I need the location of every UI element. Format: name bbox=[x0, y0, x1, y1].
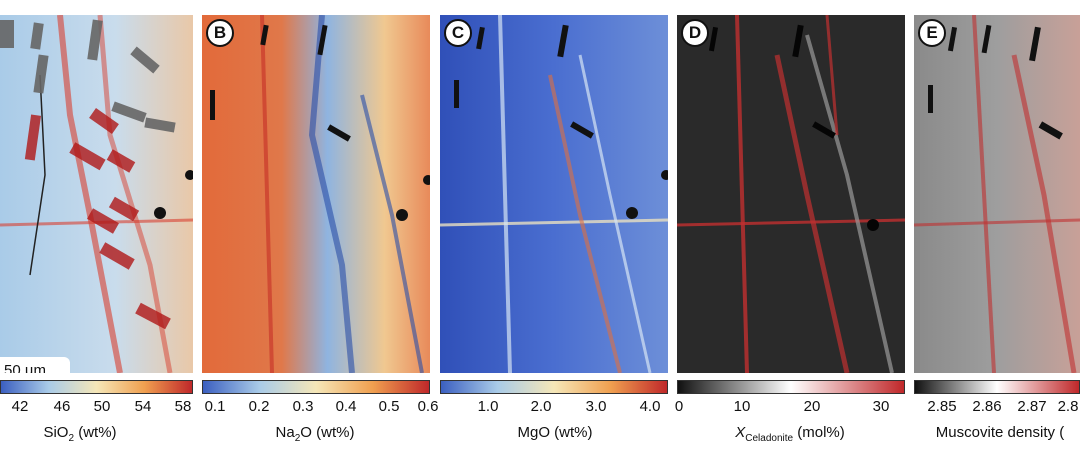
panel-b-image bbox=[202, 15, 430, 373]
tick-label: 4.0 bbox=[639, 398, 661, 415]
panel-c-map: C bbox=[440, 15, 668, 373]
tick-label: 0.2 bbox=[248, 398, 270, 415]
tick-label: 2.87 bbox=[1017, 398, 1047, 415]
panel-c-label: C bbox=[444, 19, 472, 47]
tick-label: 2.86 bbox=[972, 398, 1002, 415]
tick-label: 42 bbox=[11, 398, 29, 415]
panel-b-label: B bbox=[206, 19, 234, 47]
panel-e-label: E bbox=[918, 19, 946, 47]
tick-label: 58 bbox=[174, 398, 192, 415]
panel-a-image bbox=[0, 15, 193, 373]
panel-c-image bbox=[440, 15, 668, 373]
tick-label: 2.0 bbox=[530, 398, 552, 415]
colorbar-na2o bbox=[202, 380, 430, 394]
panel-e-map: E bbox=[914, 15, 1080, 373]
tick-label: 1.0 bbox=[477, 398, 499, 415]
tick-label: 20 bbox=[803, 398, 821, 415]
tick-label: 46 bbox=[53, 398, 71, 415]
colorbar-sio2 bbox=[0, 380, 193, 394]
tick-label: 2.85 bbox=[927, 398, 957, 415]
panel-d-map: D bbox=[677, 15, 905, 373]
panel-d-image bbox=[677, 15, 905, 373]
colorbar-title-mgo: MgO (wt%) bbox=[517, 424, 593, 441]
panel-a-map: 50 µm bbox=[0, 15, 193, 373]
panel-b-map: B bbox=[202, 15, 430, 373]
colorbar-celadonite bbox=[677, 380, 905, 394]
tick-label: 2.8 bbox=[1057, 398, 1079, 415]
tick-label: 0.6 bbox=[417, 398, 439, 415]
tick-label: 50 bbox=[93, 398, 111, 415]
panel-d-label: D bbox=[681, 19, 709, 47]
tick-label: 0.4 bbox=[335, 398, 357, 415]
colorbar-title-sio2: SiO2 (wt%) bbox=[43, 424, 117, 444]
tick-label: 10 bbox=[733, 398, 751, 415]
tick-label: 54 bbox=[134, 398, 152, 415]
tick-label: 30 bbox=[872, 398, 890, 415]
panel-e-image bbox=[914, 15, 1080, 373]
colorbar-title-na2o: Na2O (wt%) bbox=[275, 424, 355, 444]
scale-bar: 50 µm bbox=[0, 357, 70, 373]
colorbar-title-muscovite: Muscovite density ( bbox=[935, 424, 1065, 441]
colorbar-title-celadonite: XCeladonite (mol%) bbox=[735, 424, 845, 444]
tick-label: 0.1 bbox=[204, 398, 226, 415]
colorbar-mgo bbox=[440, 380, 668, 394]
tick-label: 0.3 bbox=[292, 398, 314, 415]
colorbar-muscovite bbox=[914, 380, 1080, 394]
tick-label: 0.5 bbox=[378, 398, 400, 415]
tick-label: 3.0 bbox=[585, 398, 607, 415]
tick-label: 0 bbox=[674, 398, 684, 415]
